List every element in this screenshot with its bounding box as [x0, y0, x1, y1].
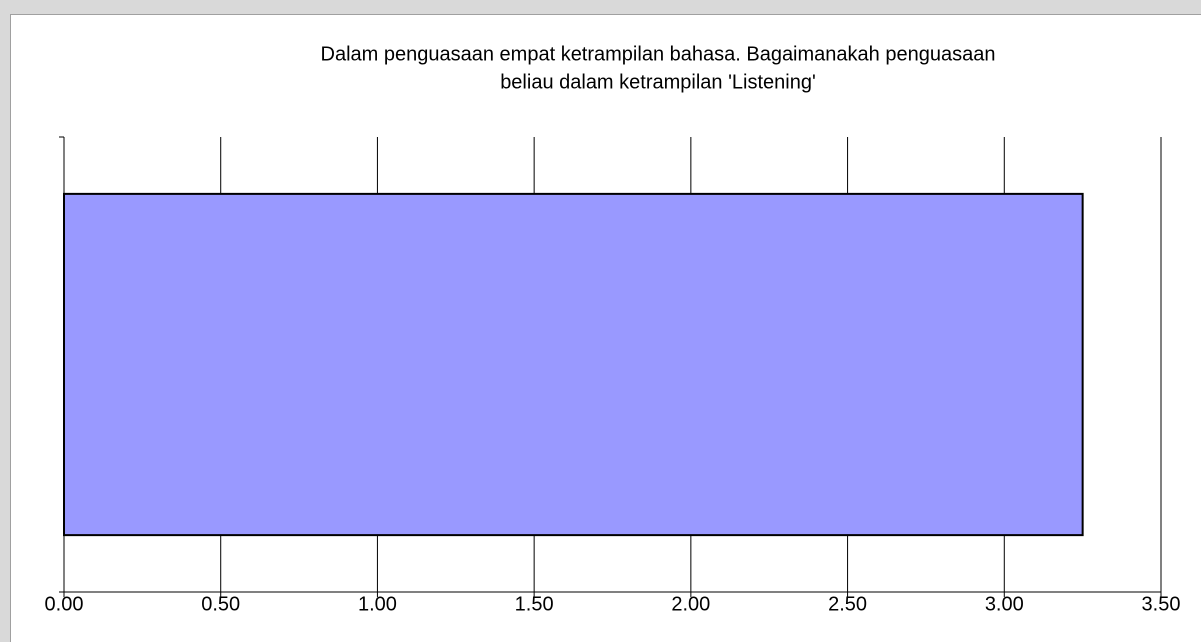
x-tick-label: 3.50 [1142, 593, 1181, 615]
x-tick-label: 0.50 [201, 593, 240, 615]
x-tick-label: 2.00 [671, 593, 710, 615]
x-tick-label: 1.00 [358, 593, 397, 615]
x-tick-label: 3.00 [985, 593, 1024, 615]
x-tick-label: 0.00 [45, 593, 84, 615]
chart-title: Dalam penguasaan empat ketrampilan bahas… [321, 43, 996, 65]
chart-title: beliau dalam ketrampilan 'Listening' [500, 71, 816, 93]
x-tick-label: 2.50 [828, 593, 867, 615]
bar [63, 192, 1084, 537]
x-tick-label: 1.50 [515, 593, 554, 615]
